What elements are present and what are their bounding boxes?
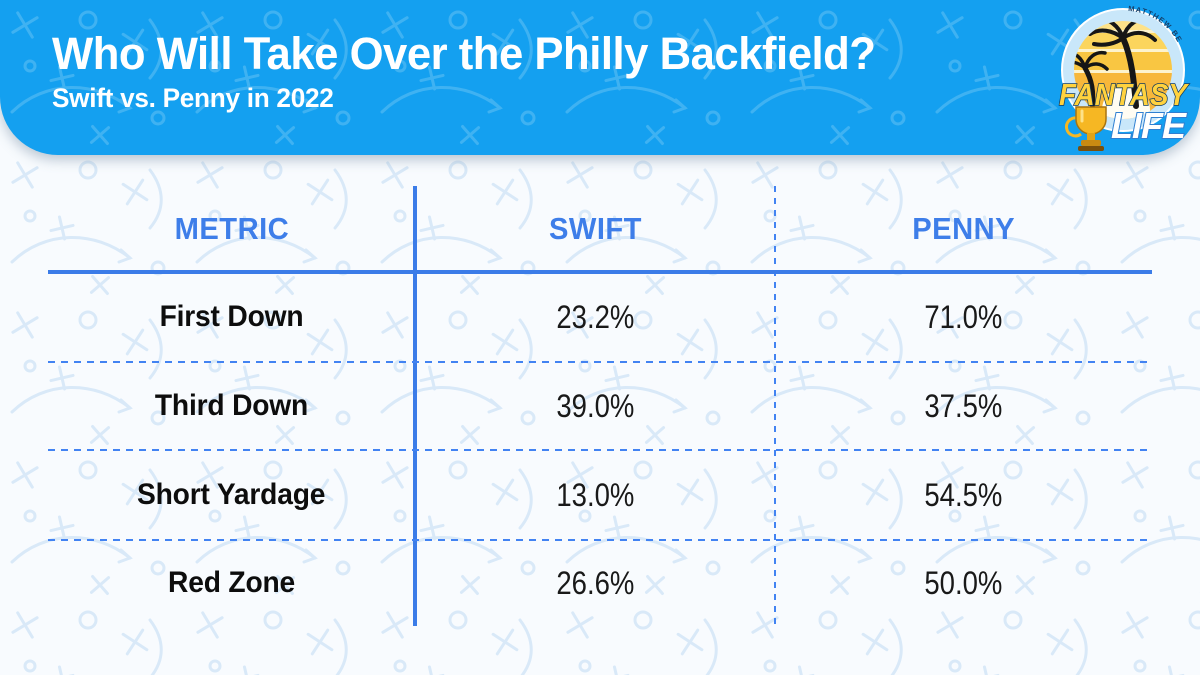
page-subtitle: Swift vs. Penny in 2022 bbox=[52, 83, 334, 114]
trophy-icon bbox=[1065, 106, 1107, 151]
penny-value-cell: 54.5% bbox=[924, 476, 1003, 513]
metric-cell: Short Yardage bbox=[137, 478, 326, 511]
penny-value-cell: 37.5% bbox=[924, 387, 1003, 424]
column-divider-dashed bbox=[774, 186, 776, 626]
header-underline bbox=[48, 270, 1152, 274]
column-header-penny: PENNY bbox=[912, 210, 1015, 246]
header-banner: Who Will Take Over the Philly Backfield?… bbox=[0, 0, 1200, 155]
column-divider-solid bbox=[413, 186, 417, 626]
row-separator bbox=[48, 449, 1152, 451]
fantasy-life-logo: MATTHEW BERRY'S bbox=[1048, 2, 1191, 151]
column-header-swift: SWIFT bbox=[548, 210, 642, 246]
logo-fantasy-wordmark: FANTASY bbox=[1059, 77, 1190, 112]
swift-value-cell: 13.0% bbox=[555, 476, 635, 513]
penny-value-cell: 50.0% bbox=[924, 564, 1003, 601]
play-doodle-banner bbox=[0, 0, 1200, 155]
metric-cell: First Down bbox=[159, 300, 304, 333]
column-header-metric: METRIC bbox=[174, 210, 289, 246]
row-separator bbox=[48, 361, 1152, 363]
palm-trees-icon bbox=[1074, 21, 1157, 111]
metric-cell: Third Down bbox=[154, 389, 309, 422]
row-separator bbox=[48, 539, 1152, 541]
swift-value-cell: 26.6% bbox=[555, 564, 635, 601]
swift-value-cell: 23.2% bbox=[555, 298, 635, 335]
page-title: Who Will Take Over the Philly Backfield? bbox=[52, 28, 876, 79]
stats-table: METRIC SWIFT PENNY First Down 23.2% 71.0… bbox=[48, 185, 1152, 626]
metric-cell: Red Zone bbox=[168, 566, 295, 599]
logo-life-wordmark: LIFE bbox=[1111, 105, 1187, 146]
penny-value-cell: 71.0% bbox=[924, 298, 1003, 335]
swift-value-cell: 39.0% bbox=[555, 387, 635, 424]
